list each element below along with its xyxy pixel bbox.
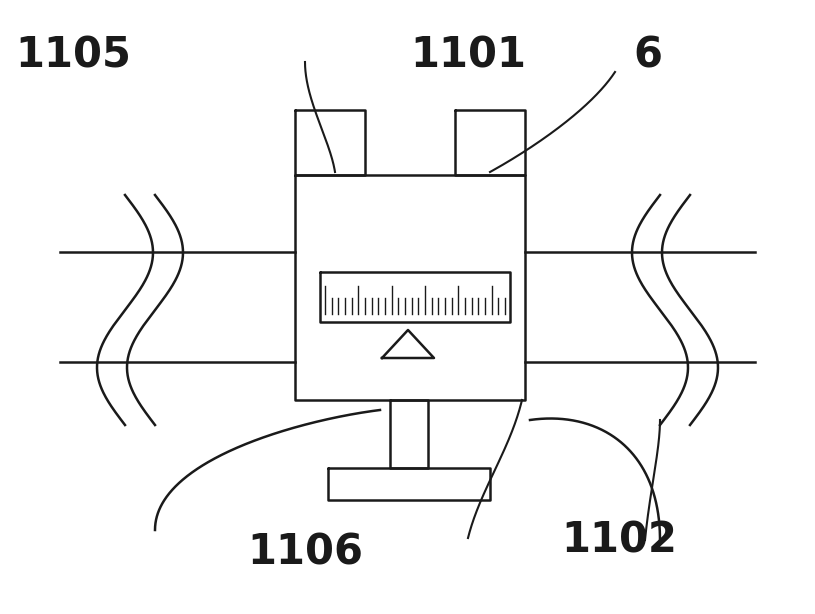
Text: 1102: 1102: [562, 519, 677, 561]
Text: 6: 6: [633, 34, 663, 76]
Text: 1101: 1101: [411, 34, 526, 76]
Text: 1105: 1105: [15, 34, 131, 76]
Text: 1106: 1106: [248, 532, 363, 573]
